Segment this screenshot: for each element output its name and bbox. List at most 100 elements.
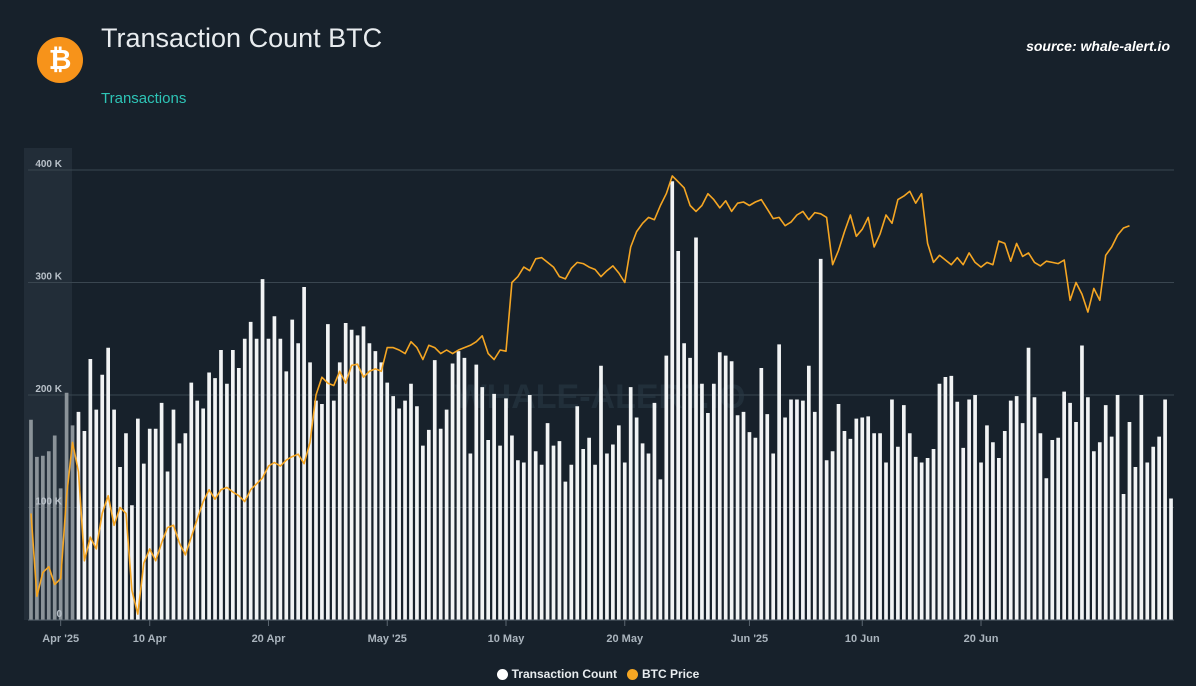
bar (824, 460, 829, 620)
bar (118, 467, 122, 620)
bar (747, 432, 752, 620)
legend-label-transaction-count: Transaction Count (511, 667, 617, 681)
bar (284, 371, 289, 620)
x-tick-label: 10 Apr (133, 633, 168, 645)
y-tick-label: 400 K (35, 159, 62, 170)
bar (896, 446, 900, 620)
bar (622, 462, 627, 620)
bar (830, 451, 835, 620)
bar (931, 449, 936, 620)
bar (100, 374, 105, 620)
bar (254, 338, 259, 620)
bar (82, 431, 87, 620)
bar (771, 453, 776, 620)
bar (462, 357, 467, 620)
btc-price-line (30, 175, 1130, 615)
bar (979, 462, 983, 620)
bar (533, 451, 538, 620)
bar (415, 406, 419, 620)
bar (996, 458, 1001, 620)
bar (611, 444, 615, 620)
bar (973, 395, 977, 620)
legend-dot-transaction-count (496, 668, 508, 680)
bar (1103, 405, 1108, 620)
bar (1097, 442, 1102, 620)
bar (1080, 345, 1084, 620)
bar (1062, 391, 1066, 620)
bar (106, 347, 111, 620)
bar (35, 456, 39, 620)
bar (700, 383, 704, 620)
bar (599, 365, 603, 620)
bar (486, 440, 491, 620)
bar (860, 417, 865, 620)
bar (480, 387, 485, 620)
legend-item-btc-price[interactable]: BTC Price (626, 667, 699, 681)
svg-text:₿: ₿ (49, 43, 72, 76)
bar (1038, 433, 1043, 620)
bar (937, 383, 942, 620)
bar (783, 417, 787, 620)
bar (456, 351, 461, 620)
bar (94, 409, 99, 620)
bar (373, 351, 378, 620)
bar (421, 445, 425, 620)
bar (320, 404, 324, 620)
bar (88, 359, 93, 620)
bar (723, 355, 728, 620)
bar (189, 382, 194, 620)
bar (943, 377, 948, 620)
bar (46, 451, 51, 620)
bar (563, 481, 568, 620)
bar (628, 387, 633, 620)
bar (575, 406, 580, 620)
bar (432, 360, 437, 620)
bar (985, 425, 989, 620)
bar (848, 438, 853, 620)
legend-item-transaction-count[interactable]: Transaction Count (496, 667, 617, 681)
bar (331, 400, 336, 620)
bar (468, 453, 473, 620)
y-tick-label: 200 K (35, 384, 62, 395)
x-tick-label: 20 May (606, 633, 644, 645)
y-tick-label: 0 (56, 609, 62, 620)
bar (1163, 399, 1167, 620)
bar (444, 409, 449, 620)
x-tick-label: Apr '25 (42, 633, 79, 645)
chart-legend: Transaction Count BTC Price (0, 667, 1196, 681)
bar (557, 441, 562, 620)
bar (605, 453, 609, 620)
bar (551, 445, 556, 620)
bar (919, 462, 924, 620)
y-tick-label: 100 K (35, 497, 62, 508)
bar (272, 316, 277, 620)
bar (593, 464, 597, 620)
page-title: Transaction Count BTC (101, 23, 383, 53)
bar (510, 435, 514, 620)
bar (581, 449, 586, 620)
bar (112, 409, 116, 620)
bar (296, 343, 301, 620)
bar (70, 425, 75, 620)
bar (385, 382, 390, 620)
bar (1056, 437, 1061, 620)
bar (474, 364, 479, 620)
bar (789, 399, 793, 620)
bar (812, 411, 817, 620)
bar (260, 279, 265, 620)
bar (52, 435, 57, 620)
bar (872, 433, 876, 620)
bar (801, 400, 805, 620)
x-tick-label: 20 Jun (964, 633, 999, 645)
bar (1169, 498, 1173, 620)
bar (664, 355, 669, 620)
bar (1050, 440, 1055, 620)
bar (706, 413, 710, 620)
bar (391, 396, 396, 620)
bar (777, 344, 781, 620)
bar (219, 350, 223, 620)
bar (545, 423, 550, 620)
bar (652, 402, 657, 620)
bar (1086, 397, 1090, 620)
